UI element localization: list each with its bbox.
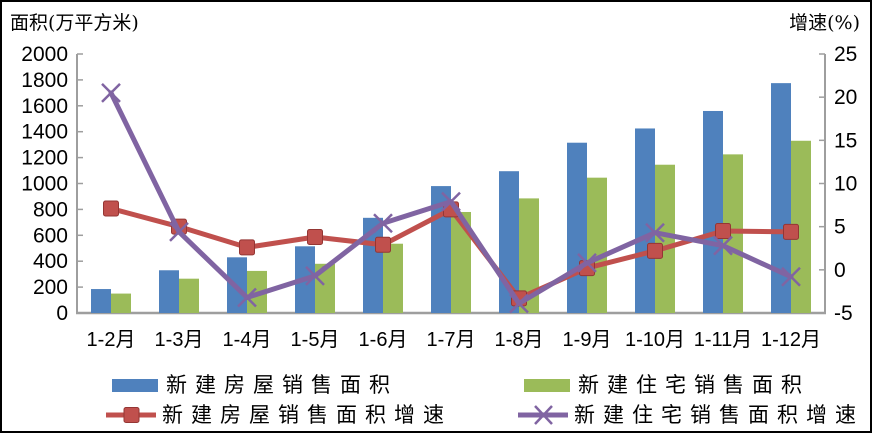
- bar-residential: [519, 198, 539, 313]
- y-axis-right-tick-label: 25: [834, 43, 857, 66]
- x-marker: [509, 293, 529, 314]
- bar-residential: [723, 154, 743, 313]
- square-marker: [239, 239, 255, 256]
- bar-residential: [111, 293, 131, 313]
- y-axis-left-tick-label: 0: [56, 302, 68, 325]
- square-marker: [375, 236, 391, 253]
- bar-residential: [315, 263, 335, 313]
- y-axis-left-tick-label: 1800: [21, 69, 68, 92]
- bar-house: [91, 289, 111, 313]
- x-marker: [781, 266, 801, 287]
- y-axis-left-tick-label: 600: [33, 224, 68, 247]
- bar-residential: [587, 177, 607, 313]
- x-axis-tick-label: 1-7月: [427, 329, 476, 351]
- x-marker: [101, 82, 121, 103]
- x-axis-tick-label: 1-2月: [87, 329, 136, 351]
- x-axis-tick-label: 1-9月: [563, 329, 612, 351]
- x-axis-tick-label: 1-6月: [359, 329, 408, 351]
- x-marker: [237, 287, 257, 308]
- y-axis-left-tick-label: 400: [33, 250, 68, 273]
- x-marker: [305, 265, 325, 286]
- bar-house: [771, 83, 791, 313]
- legend-item: 新建住宅销售面积: [522, 374, 810, 396]
- bar-house: [703, 110, 723, 313]
- x-marker: [441, 191, 461, 212]
- x-marker: [373, 213, 393, 234]
- legend-line-x-marker: [518, 405, 568, 425]
- bar-house: [159, 270, 179, 313]
- y-axis-left-tick-label: 800: [33, 198, 68, 221]
- bar-residential: [383, 243, 403, 313]
- x-marker: [577, 253, 597, 273]
- y-axis-right-tick-label: -5: [834, 302, 853, 325]
- bar-residential: [179, 278, 199, 313]
- y-axis-left-tick-label: 1200: [21, 147, 68, 170]
- legend-bar-swatch: [112, 379, 158, 392]
- legend-line-square-marker: [106, 407, 156, 423]
- legend-item: 新建住宅销售面积增速: [518, 404, 864, 426]
- x-axis-tick-label: 1-10月: [625, 329, 685, 351]
- legend-label: 新建住宅销售面积增速: [574, 403, 864, 427]
- square-marker: [307, 229, 323, 246]
- square-marker: [647, 242, 663, 259]
- x-axis-tick-label: 1-3月: [155, 329, 204, 351]
- x-axis-tick-label: 1-8月: [495, 329, 544, 351]
- x-marker: [713, 235, 733, 256]
- y-axis-right-tick-label: 10: [834, 173, 857, 196]
- bar-residential: [655, 164, 675, 313]
- y-axis-right-tick-label: 15: [834, 129, 857, 152]
- square-marker: [783, 223, 799, 240]
- x-axis-tick-label: 1-5月: [291, 329, 340, 351]
- legend-label: 新建住宅销售面积: [578, 373, 810, 397]
- legend-label: 新建房屋销售面积: [166, 373, 398, 397]
- y-axis-right-tick-label: 20: [834, 86, 857, 109]
- legend-item: 新建房屋销售面积: [110, 374, 398, 396]
- y-axis-left-tick-label: 2000: [21, 43, 68, 66]
- square-marker: [103, 200, 119, 217]
- bar-house: [635, 128, 655, 313]
- bar-residential: [451, 211, 471, 313]
- x-axis-tick-label: 1-4月: [223, 329, 272, 351]
- x-marker: [645, 222, 665, 243]
- bar-residential: [791, 140, 811, 313]
- x-marker: [169, 221, 189, 242]
- legend-item: 新建房屋销售面积增速: [106, 404, 452, 426]
- x-axis-tick-label: 1-11月: [694, 329, 753, 351]
- y-axis-right-tick-label: 5: [834, 216, 846, 239]
- square-marker: [715, 222, 731, 239]
- y-axis-left-tick-label: 1000: [21, 173, 68, 196]
- legend-bar-swatch: [524, 379, 570, 392]
- y-axis-left-tick-label: 1400: [21, 121, 68, 144]
- y-axis-left-tick-label: 200: [33, 276, 68, 299]
- x-axis-tick-label: 1-12月: [761, 329, 821, 351]
- y-axis-right-tick-label: 0: [834, 259, 846, 282]
- legend-label: 新建房屋销售面积增速: [162, 403, 452, 427]
- left-axis-title: 面积(万平方米): [10, 12, 139, 34]
- y-axis-left-tick-label: 1600: [21, 95, 68, 118]
- right-axis-title: 增速(%): [789, 12, 860, 34]
- bar-house: [567, 142, 587, 313]
